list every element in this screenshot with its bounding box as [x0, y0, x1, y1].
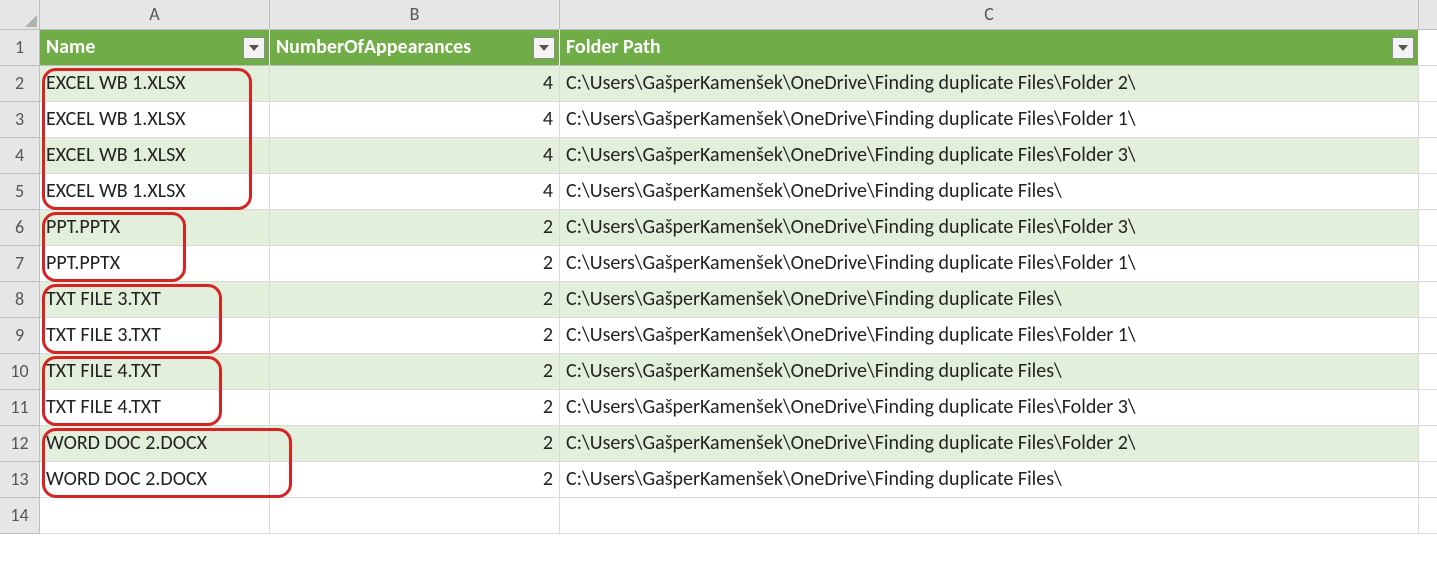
cell-path[interactable]: C:\Users\GašperKamenšek\OneDrive\Finding…	[560, 210, 1419, 246]
row-header-3[interactable]: 3	[0, 102, 40, 138]
cell-count[interactable]: 2	[270, 390, 560, 426]
row-header-1[interactable]: 1	[0, 30, 40, 66]
cell-count[interactable]: 2	[270, 462, 560, 498]
row-edge	[1419, 174, 1437, 210]
row-edge	[1419, 426, 1437, 462]
cell-name[interactable]: EXCEL WB 1.XLSX	[40, 102, 270, 138]
row-edge	[1419, 30, 1437, 66]
row-edge	[1419, 462, 1437, 498]
cell-name[interactable]: WORD DOC 2.DOCX	[40, 462, 270, 498]
chevron-down-icon	[1398, 45, 1408, 51]
row-header-2[interactable]: 2	[0, 66, 40, 102]
table-header-label: Name	[46, 35, 95, 59]
cell-name[interactable]: PPT.PPTX	[40, 210, 270, 246]
spreadsheet-grid: A B C 1 Name NumberOfAppearances Folder …	[0, 0, 1437, 534]
row-edge	[1419, 282, 1437, 318]
cell-path[interactable]: C:\Users\GašperKamenšek\OneDrive\Finding…	[560, 426, 1419, 462]
empty-cell[interactable]	[40, 498, 270, 534]
row-header-11[interactable]: 11	[0, 390, 40, 426]
cell-count[interactable]: 2	[270, 210, 560, 246]
table-header-label: NumberOfAppearances	[276, 35, 471, 59]
filter-button-name[interactable]	[243, 37, 265, 59]
filter-button-path[interactable]	[1392, 37, 1414, 59]
row-edge	[1419, 246, 1437, 282]
empty-cell[interactable]	[270, 498, 560, 534]
cell-name[interactable]: TXT FILE 3.TXT	[40, 318, 270, 354]
cell-path[interactable]: C:\Users\GašperKamenšek\OneDrive\Finding…	[560, 174, 1419, 210]
cell-name[interactable]: TXT FILE 3.TXT	[40, 282, 270, 318]
row-header-6[interactable]: 6	[0, 210, 40, 246]
chevron-down-icon	[249, 45, 259, 51]
table-header-name[interactable]: Name	[40, 30, 270, 66]
cell-count[interactable]: 2	[270, 246, 560, 282]
row-header-13[interactable]: 13	[0, 462, 40, 498]
row-header-4[interactable]: 4	[0, 138, 40, 174]
cell-count[interactable]: 2	[270, 318, 560, 354]
row-header-9[interactable]: 9	[0, 318, 40, 354]
row-header-14[interactable]: 14	[0, 498, 40, 534]
row-header-12[interactable]: 12	[0, 426, 40, 462]
table-header-count[interactable]: NumberOfAppearances	[270, 30, 560, 66]
row-edge	[1419, 390, 1437, 426]
row-header-10[interactable]: 10	[0, 354, 40, 390]
cell-name[interactable]: TXT FILE 4.TXT	[40, 354, 270, 390]
cell-path[interactable]: C:\Users\GašperKamenšek\OneDrive\Finding…	[560, 390, 1419, 426]
cell-path[interactable]: C:\Users\GašperKamenšek\OneDrive\Finding…	[560, 282, 1419, 318]
row-edge	[1419, 66, 1437, 102]
row-edge	[1419, 102, 1437, 138]
table-header-label: Folder Path	[566, 35, 661, 59]
cell-count[interactable]: 4	[270, 174, 560, 210]
cell-name[interactable]: EXCEL WB 1.XLSX	[40, 174, 270, 210]
row-edge	[1419, 138, 1437, 174]
row-edge	[1419, 354, 1437, 390]
cell-name[interactable]: PPT.PPTX	[40, 246, 270, 282]
row-edge	[1419, 210, 1437, 246]
cell-name[interactable]: EXCEL WB 1.XLSX	[40, 138, 270, 174]
empty-cell[interactable]	[560, 498, 1419, 534]
filter-button-count[interactable]	[533, 37, 555, 59]
cell-name[interactable]: TXT FILE 4.TXT	[40, 390, 270, 426]
select-all-corner[interactable]	[0, 0, 40, 30]
chevron-down-icon	[539, 45, 549, 51]
col-header-C[interactable]: C	[560, 0, 1419, 30]
cell-count[interactable]: 4	[270, 102, 560, 138]
row-header-8[interactable]: 8	[0, 282, 40, 318]
cell-path[interactable]: C:\Users\GašperKamenšek\OneDrive\Finding…	[560, 102, 1419, 138]
cell-path[interactable]: C:\Users\GašperKamenšek\OneDrive\Finding…	[560, 318, 1419, 354]
cell-path[interactable]: C:\Users\GašperKamenšek\OneDrive\Finding…	[560, 246, 1419, 282]
row-header-5[interactable]: 5	[0, 174, 40, 210]
row-header-7[interactable]: 7	[0, 246, 40, 282]
col-header-A[interactable]: A	[40, 0, 270, 30]
cell-path[interactable]: C:\Users\GašperKamenšek\OneDrive\Finding…	[560, 66, 1419, 102]
cell-name[interactable]: EXCEL WB 1.XLSX	[40, 66, 270, 102]
cell-count[interactable]: 4	[270, 66, 560, 102]
cell-path[interactable]: C:\Users\GašperKamenšek\OneDrive\Finding…	[560, 354, 1419, 390]
cell-name[interactable]: WORD DOC 2.DOCX	[40, 426, 270, 462]
cell-count[interactable]: 2	[270, 282, 560, 318]
col-header-B[interactable]: B	[270, 0, 560, 30]
col-header-edge	[1419, 0, 1437, 30]
row-edge	[1419, 318, 1437, 354]
row-edge	[1419, 498, 1437, 534]
cell-count[interactable]: 4	[270, 138, 560, 174]
table-header-path[interactable]: Folder Path	[560, 30, 1419, 66]
cell-count[interactable]: 2	[270, 426, 560, 462]
cell-count[interactable]: 2	[270, 354, 560, 390]
cell-path[interactable]: C:\Users\GašperKamenšek\OneDrive\Finding…	[560, 138, 1419, 174]
cell-path[interactable]: C:\Users\GašperKamenšek\OneDrive\Finding…	[560, 462, 1419, 498]
